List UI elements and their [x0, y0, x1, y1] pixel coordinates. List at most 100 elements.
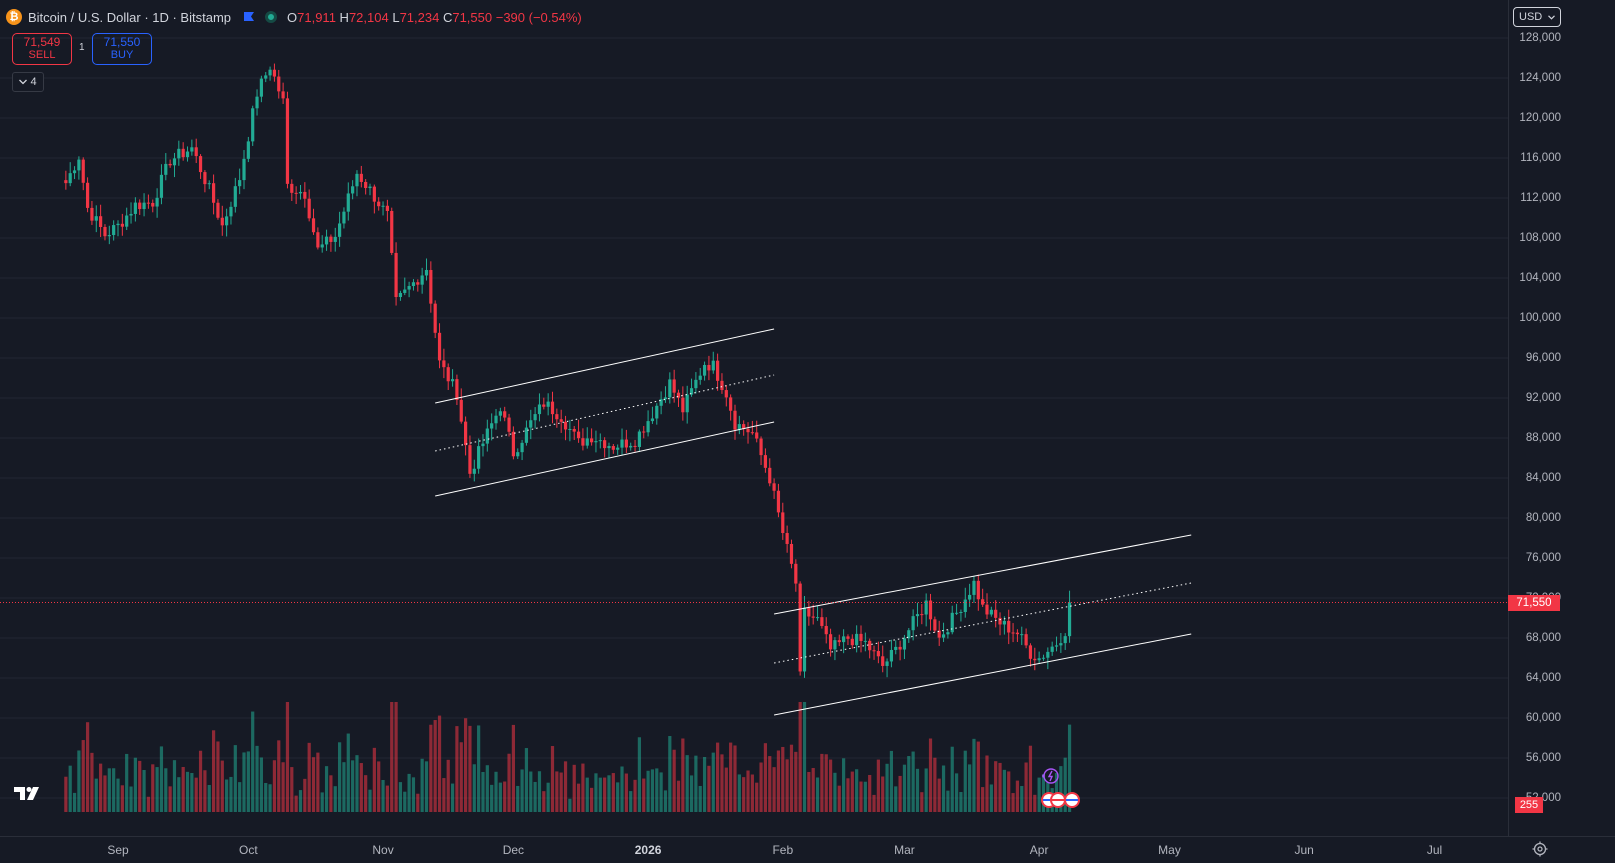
sell-button[interactable]: 71,549 SELL: [12, 33, 72, 65]
symbol-title[interactable]: Bitcoin / U.S. Dollar · 1D · Bitstamp: [28, 9, 231, 25]
candle-body: [394, 252, 398, 298]
channel-boundary-line: [435, 421, 775, 497]
volume-bar: [937, 778, 941, 812]
bitcoin-icon: ₿: [6, 9, 22, 25]
price-axis-label: 68,000: [1525, 632, 1561, 644]
price-axis-label: 64,000: [1525, 672, 1561, 684]
volume-bar: [329, 775, 333, 812]
candle-body: [416, 282, 420, 285]
candle-body: [794, 563, 798, 584]
time-axis-label: May: [1158, 843, 1181, 857]
volume-bar: [72, 792, 77, 812]
volume-bar: [1059, 766, 1063, 812]
volume-bar: [811, 767, 815, 812]
economic-events-icon[interactable]: [1040, 791, 1082, 809]
chart-area[interactable]: [0, 0, 1555, 836]
volume-bar: [598, 777, 602, 812]
market-status-icon[interactable]: [265, 11, 277, 23]
volume-bar: [433, 720, 437, 812]
candle-body: [424, 269, 429, 276]
volume-bar: [177, 777, 181, 812]
tradingview-logo[interactable]: [14, 784, 46, 802]
volume-bar: [103, 775, 107, 812]
volume-bar: [776, 750, 781, 812]
candle-body: [759, 438, 763, 456]
candle-body: [181, 148, 185, 158]
volume-bar: [729, 742, 733, 812]
candle-body: [576, 431, 581, 439]
candle-body: [1059, 643, 1063, 646]
candle-body: [151, 202, 155, 207]
volume-bar: [129, 786, 133, 812]
candle-body: [902, 638, 907, 650]
channel-boundary-line: [435, 328, 775, 404]
ai-assistant-icon[interactable]: [1041, 767, 1059, 785]
candle-body: [581, 438, 585, 446]
time-axis-label: 2026: [634, 843, 662, 857]
time-axis[interactable]: Sep Oct Nov Dec 2026 Feb Mar Apr May Jun Jul: [0, 836, 1615, 863]
candle-body: [915, 614, 920, 617]
candle-body: [90, 207, 94, 221]
candle-body: [468, 445, 472, 474]
candle-body: [281, 91, 285, 99]
volume-bar: [607, 775, 611, 812]
volume-bar: [164, 768, 168, 812]
price-axis-label: 92,000: [1525, 392, 1561, 404]
candle-body: [377, 201, 381, 207]
volume-bar: [881, 776, 885, 812]
volume-bar: [229, 776, 233, 812]
candle-body: [229, 206, 233, 217]
indicators-toggle-button[interactable]: 4: [12, 72, 44, 92]
volume-bar: [207, 784, 211, 812]
volume-bar: [685, 755, 689, 812]
volume-bar: [520, 769, 524, 812]
volume-bar: [933, 757, 937, 812]
time-axis-label: Jun: [1294, 843, 1314, 857]
price-chart[interactable]: [0, 0, 1508, 836]
volume-bar: [1037, 777, 1041, 812]
candle-body: [911, 616, 915, 631]
volume-bar: [924, 768, 928, 812]
candle-body: [989, 609, 993, 615]
volume-bar: [794, 751, 798, 812]
candle-body: [77, 159, 81, 171]
candle-body: [663, 397, 668, 400]
gear-icon[interactable]: [1531, 840, 1549, 858]
volume-bar: [837, 785, 841, 812]
volume-bar: [659, 772, 663, 812]
price-axis-label: 60,000: [1525, 712, 1561, 724]
price-axis-label: 80,000: [1525, 512, 1561, 524]
indicator-count: 4: [30, 76, 37, 88]
candle-body: [616, 447, 620, 450]
channel-boundary-line: [773, 633, 1192, 716]
chevron-down-icon: [19, 79, 28, 85]
volume-bar: [789, 744, 794, 812]
volume-bar: [572, 764, 576, 812]
candle-body: [255, 96, 259, 109]
candle-body: [211, 183, 216, 203]
buy-button[interactable]: 71,550 BUY: [92, 33, 152, 65]
low-value: 71,234: [399, 9, 440, 25]
currency-select[interactable]: USD: [1513, 7, 1561, 27]
volume-bar: [963, 750, 967, 812]
candle-body: [198, 156, 203, 173]
time-axis-label: Nov: [372, 843, 394, 857]
candle-body: [511, 431, 515, 457]
volume-bar: [894, 786, 898, 812]
price-axis[interactable]: 128,000 124,000 120,000 116,000 112,000 108,0…: [1508, 0, 1569, 836]
volume-bar: [172, 760, 177, 812]
candle-body: [824, 625, 828, 635]
candle-body: [507, 417, 511, 432]
volume-bar: [655, 768, 659, 812]
volume-bar: [550, 746, 555, 812]
volume-bar: [594, 773, 598, 812]
volume-bar: [976, 741, 980, 812]
candle-body: [859, 633, 863, 641]
volume-bar: [298, 790, 303, 812]
volume-bar: [981, 787, 985, 812]
flag-icon[interactable]: [243, 11, 255, 23]
volume-bar: [281, 762, 285, 812]
candle-body: [724, 390, 728, 398]
candle-body: [450, 379, 455, 382]
candle-body: [1063, 636, 1067, 644]
